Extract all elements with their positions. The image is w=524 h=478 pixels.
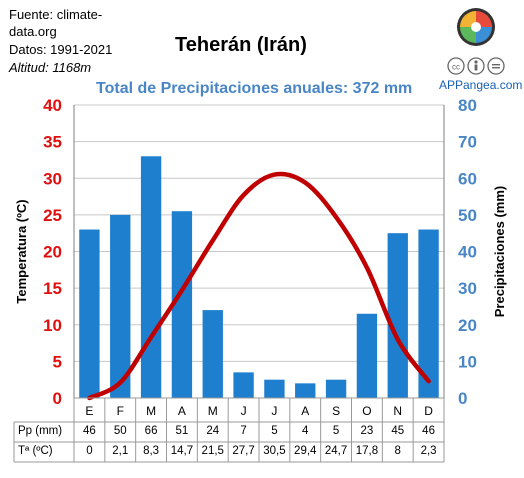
data-years: Datos: 1991-2021 xyxy=(9,42,113,57)
temp-value-cell: 17,8 xyxy=(355,445,379,457)
month-label: D xyxy=(424,404,433,418)
precip-value-cell: 50 xyxy=(113,425,127,437)
precipitation-bar xyxy=(295,383,316,398)
left-tick-label: 15 xyxy=(43,279,62,298)
month-label: O xyxy=(362,404,371,418)
source-line-1: Fuente: climate- xyxy=(9,7,103,22)
temp-value-cell: 8 xyxy=(394,445,401,457)
temp-value-cell: 27,7 xyxy=(232,445,255,457)
right-axis-title: Precipitaciones (mm) xyxy=(492,186,507,318)
appangea-logo-icon xyxy=(457,8,495,46)
precip-value-cell: 66 xyxy=(144,425,158,437)
precipitation-bar xyxy=(264,379,285,398)
temperature-line xyxy=(87,171,431,401)
month-label: M xyxy=(208,404,218,418)
temp-value-cell: 14,7 xyxy=(170,445,194,457)
left-tick-label: 5 xyxy=(53,352,62,371)
source-line-2: data.org xyxy=(9,24,57,39)
altitude: Altitud: 1168m xyxy=(9,60,92,75)
month-label: E xyxy=(85,404,93,418)
precipitation-bar xyxy=(356,313,378,398)
precipitation-bar xyxy=(233,372,254,398)
left-tick-label: 20 xyxy=(43,243,62,262)
right-tick-label: 60 xyxy=(458,169,477,188)
temp-value-cell: 30,5 xyxy=(263,445,286,457)
month-label: A xyxy=(301,404,309,418)
left-tick-label: 40 xyxy=(43,96,62,115)
precip-value-cell: 23 xyxy=(360,425,374,437)
right-tick-label: 30 xyxy=(458,279,477,298)
left-tick-label: 10 xyxy=(43,316,62,335)
table-row-header-temp: Tª (ºC) xyxy=(18,445,53,457)
right-tick-label: 0 xyxy=(458,389,467,408)
temp-value-cell: 2,1 xyxy=(112,445,129,457)
precipitation-bar xyxy=(79,229,100,398)
temp-value-cell: 29,4 xyxy=(294,445,317,457)
precip-value-cell: 5 xyxy=(271,425,278,437)
month-label: J xyxy=(271,404,277,418)
left-tick-label: 30 xyxy=(43,169,62,188)
precip-value-cell: 51 xyxy=(175,425,189,437)
right-tick-label: 80 xyxy=(458,96,477,115)
month-label: N xyxy=(393,404,402,418)
precipitation-bar xyxy=(110,214,131,398)
temp-value-cell: 21,5 xyxy=(201,445,224,457)
precip-value-cell: 5 xyxy=(332,425,340,437)
right-tick-label: 70 xyxy=(458,133,477,152)
month-label: M xyxy=(146,404,156,418)
left-tick-label: 0 xyxy=(53,389,62,408)
left-tick-label: 25 xyxy=(43,206,62,225)
precipitation-bar xyxy=(387,233,408,398)
brand-label: APPangea.com xyxy=(439,78,523,92)
chart-title: Teherán (Irán) xyxy=(175,34,307,56)
precip-value-cell: 24 xyxy=(206,425,220,437)
right-tick-label: 40 xyxy=(458,243,477,262)
precipitation-bar xyxy=(325,379,347,398)
precip-value-cell: 4 xyxy=(302,425,309,437)
right-tick-label: 20 xyxy=(458,316,477,335)
creative-commons-license-icon: cc xyxy=(447,57,505,75)
month-label: F xyxy=(117,404,124,418)
precip-value-cell: 45 xyxy=(391,425,405,437)
precip-value-cell: 46 xyxy=(422,425,435,437)
svg-text:cc: cc xyxy=(452,63,460,72)
month-label: S xyxy=(332,404,340,418)
right-tick-label: 10 xyxy=(458,352,477,371)
precipitation-bar xyxy=(418,229,439,398)
temp-value-cell: 24,7 xyxy=(324,445,348,457)
left-tick-label: 35 xyxy=(43,133,62,152)
precipitation-bar xyxy=(171,211,193,398)
month-label: A xyxy=(178,404,186,418)
precipitation-bar xyxy=(140,156,162,398)
precip-value-cell: 46 xyxy=(83,425,96,437)
temp-value-cell: 8,3 xyxy=(143,445,160,457)
temp-value-cell: 2,3 xyxy=(420,445,437,457)
precip-value-cell: 7 xyxy=(240,425,247,437)
temp-value-cell: 0 xyxy=(86,445,93,457)
precipitation-bar xyxy=(202,310,223,398)
month-label: J xyxy=(241,404,247,418)
chart-subtitle: Total de Precipitaciones anuales: 372 mm xyxy=(96,80,413,97)
right-tick-label: 50 xyxy=(458,206,477,225)
table-row-header-pp: Pp (mm) xyxy=(18,425,63,437)
left-axis-title: Temperatura (ºC) xyxy=(14,199,29,303)
